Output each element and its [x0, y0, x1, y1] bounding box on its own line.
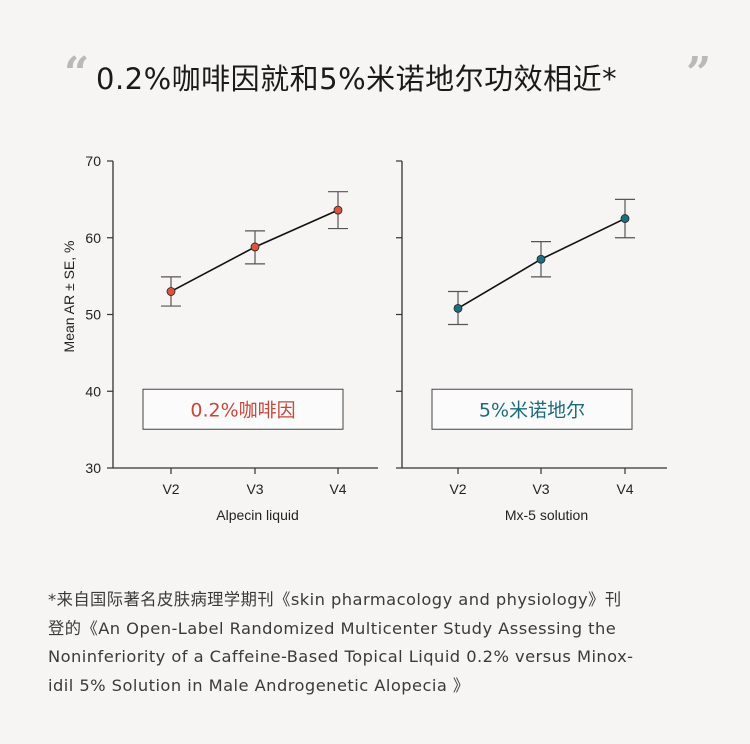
x-axis-title: Alpecin liquid	[216, 507, 299, 523]
comparison-chart: 30 40 50 60 70 V2 V3 V4 Alpecin liquid Mean AR ± …	[61, 153, 667, 523]
data-point	[250, 242, 260, 252]
legend-box	[142, 388, 344, 430]
x-tick-label: V4	[616, 481, 633, 497]
x-tick-label: V2	[449, 481, 466, 497]
x-tick-label: V4	[329, 481, 346, 497]
legend-label: 5%米诺地尔	[479, 399, 585, 421]
page-title: 0.2%咖啡因就和5%米诺地尔功效相近*	[96, 62, 618, 96]
x-tick-label: V3	[246, 481, 263, 497]
y-tick-label: 70	[85, 153, 101, 169]
open-quote-mark: “	[64, 48, 90, 99]
title-area: “ 0.2%咖啡因就和5%米诺地尔功效相近* ”	[0, 44, 750, 104]
x-axis-title: Mx-5 solution	[505, 507, 588, 523]
y-tick-label: 60	[85, 230, 101, 246]
footnote-line: Noninferiority of a Caffeine-Based Topic…	[48, 647, 634, 666]
data-point	[620, 214, 630, 223]
data-point	[536, 254, 546, 264]
legend-label: 0.2%咖啡因	[190, 399, 295, 421]
close-quote-mark: ”	[686, 48, 712, 99]
y-axis-title: Mean AR ± SE, %	[61, 241, 77, 353]
y-tick-label: 30	[85, 460, 101, 476]
x-tick-label: V2	[162, 481, 179, 497]
footnote-line: idil 5% Solution in Male Androgenetic Al…	[48, 675, 470, 695]
data-point	[453, 303, 463, 313]
legend-box	[431, 388, 633, 430]
y-tick-label: 50	[85, 307, 101, 323]
data-point	[333, 205, 343, 215]
y-tick-label: 40	[85, 383, 101, 399]
x-tick-label: V3	[532, 481, 549, 497]
footnote-line: 登的《An Open-Label Randomized Multicenter …	[48, 618, 617, 638]
footnote-line: *来自国际著名皮肤病理学期刊《skin pharmacology and phy…	[48, 590, 622, 609]
data-point	[166, 287, 176, 296]
footnote: *来自国际著名皮肤病理学期刊《skin pharmacology and phy…	[48, 586, 708, 700]
